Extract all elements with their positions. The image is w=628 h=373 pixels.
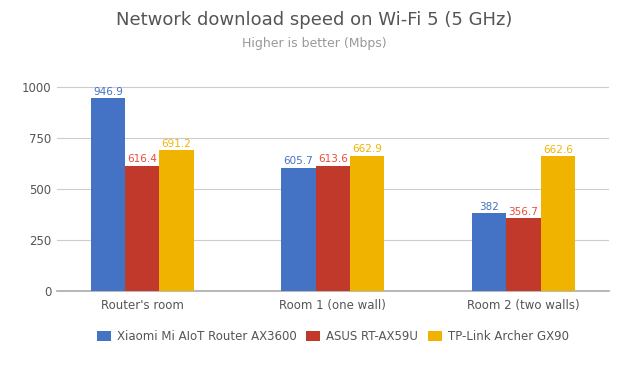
Text: 613.6: 613.6	[318, 154, 348, 164]
Text: 605.7: 605.7	[284, 156, 313, 166]
Text: 616.4: 616.4	[127, 154, 157, 164]
Text: 356.7: 356.7	[509, 207, 538, 217]
Text: 662.9: 662.9	[352, 144, 382, 154]
Text: Higher is better (Mbps): Higher is better (Mbps)	[242, 37, 386, 50]
Bar	[281, 168, 316, 291]
Bar	[316, 166, 350, 291]
Text: Network download speed on Wi-Fi 5 (5 GHz): Network download speed on Wi-Fi 5 (5 GHz…	[116, 11, 512, 29]
Text: 946.9: 946.9	[93, 87, 123, 97]
Text: 691.2: 691.2	[161, 139, 192, 149]
Bar	[506, 218, 541, 291]
Bar	[91, 98, 125, 291]
Bar	[125, 166, 160, 291]
Bar	[350, 156, 384, 291]
Text: 382: 382	[479, 201, 499, 211]
Legend: Xiaomi Mi AIoT Router AX3600, ASUS RT-AX59U, TP-Link Archer GX90: Xiaomi Mi AIoT Router AX3600, ASUS RT-AX…	[92, 325, 573, 348]
Text: 662.6: 662.6	[543, 144, 573, 154]
Bar	[472, 213, 506, 291]
Bar	[160, 150, 193, 291]
Bar	[541, 156, 575, 291]
